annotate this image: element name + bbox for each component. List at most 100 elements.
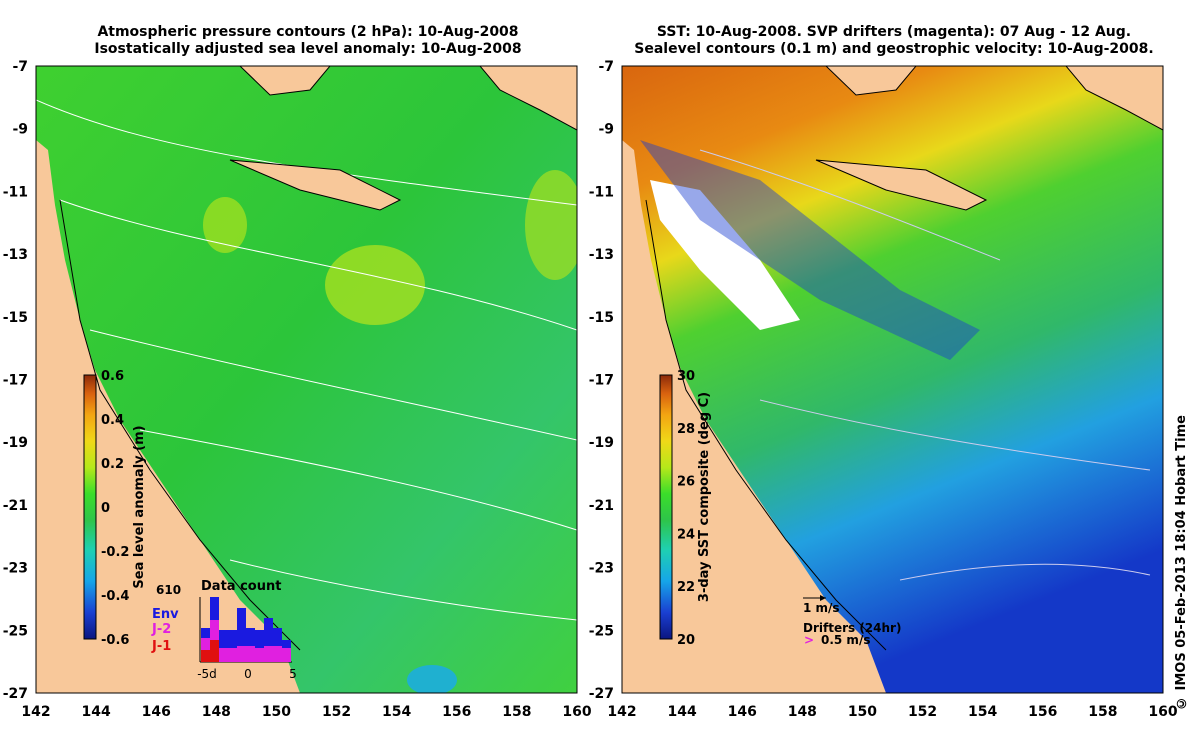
y-axis-tick-label: -17	[589, 373, 614, 389]
data-count-bar-env	[246, 628, 255, 662]
colorbar-tick-label: -0.2	[101, 545, 129, 560]
x-axis-tick-label: 146	[142, 704, 171, 720]
left-title: Atmospheric pressure contours (2 hPa): 1…	[36, 24, 580, 58]
data-count-bar-j2	[228, 648, 237, 662]
right-map-ocean	[622, 66, 1163, 693]
colorbar-tick-label: 0.2	[101, 457, 124, 472]
right-title-line1: SST: 10-Aug-2008. SVP drifters (magenta)…	[656, 24, 1132, 40]
colorbar-tick-label: -0.4	[101, 589, 129, 604]
x-axis-tick-label: 148	[788, 704, 817, 720]
right-colorbar-label: 3-day SST composite (deg C)	[697, 392, 712, 602]
x-axis-tick-label: 150	[848, 704, 877, 720]
left-map-high-anomaly	[325, 245, 425, 325]
left-map-ocean	[36, 66, 577, 693]
left-map-pressure-contour	[139, 429, 577, 531]
copyright-footer: © IMOS 05-Feb-2013 18:04 Hobart Time	[1174, 415, 1189, 710]
data-count-inset: Data count 610 Env	[151, 579, 297, 681]
drifter-key: Drifters (24hr) > 0.5 m/s	[803, 621, 901, 647]
velocity-key-arrowhead	[820, 595, 826, 601]
y-axis-tick-label: -7	[12, 59, 28, 75]
data-count-bar-j2	[264, 646, 273, 662]
x-axis-tick-label: 158	[502, 704, 531, 720]
y-axis-tick-label: -27	[3, 686, 28, 702]
colorbar-tick-label: 0.4	[101, 413, 124, 428]
colorbar-tick-label: 20	[677, 633, 695, 648]
left-map-land-mass	[239, 66, 331, 96]
y-axis-tick-label: -15	[3, 310, 28, 326]
left-map-pressure-contour	[229, 559, 577, 621]
data-count-x-tick: 0	[244, 667, 252, 681]
x-axis-tick-label: 152	[908, 704, 937, 720]
x-axis-tick-label: 148	[202, 704, 231, 720]
data-count-bars	[201, 597, 291, 662]
left-map	[36, 66, 577, 693]
data-count-bar-j2	[246, 646, 255, 662]
data-count-bar-j2	[282, 648, 291, 662]
x-axis-tick-label: 144	[667, 704, 696, 720]
data-count-bar-j2	[237, 646, 246, 662]
y-axis-tick-label: -11	[3, 184, 28, 200]
x-axis-tick-label: 156	[1028, 704, 1057, 720]
left-title-line1: Atmospheric pressure contours (2 hPa): 1…	[97, 24, 519, 40]
left-map-high-anomaly	[525, 170, 577, 280]
y-axis-tick-label: -19	[3, 435, 28, 451]
right-map-cool-band	[640, 140, 980, 360]
y-axis-tick-label: -27	[589, 686, 614, 702]
y-axis-tick-label: -13	[589, 247, 614, 263]
left-map-frame	[35, 65, 578, 694]
data-count-bar-env	[255, 630, 264, 662]
data-count-title: Data count	[201, 579, 281, 594]
data-count-bar-j2	[219, 648, 228, 662]
left-colorbar	[83, 374, 97, 640]
x-axis-tick-label: 150	[262, 704, 291, 720]
data-count-bar-env	[264, 618, 273, 662]
right-map-land-mass	[825, 66, 917, 96]
y-axis-tick-label: -25	[3, 623, 28, 639]
right-map	[622, 66, 1163, 693]
velocity-key-label: 1 m/s	[803, 601, 840, 615]
x-axis-tick-label: 142	[21, 704, 50, 720]
colorbar-tick-label: -0.6	[101, 633, 129, 648]
y-axis-tick-label: -15	[589, 310, 614, 326]
y-axis-tick-label: -7	[598, 59, 614, 75]
y-axis-tick-label: -9	[12, 122, 28, 138]
left-map-coastline	[59, 199, 301, 651]
x-axis-tick-label: 158	[1088, 704, 1117, 720]
right-map-coastline	[645, 199, 887, 651]
right-colorbar	[659, 374, 673, 640]
data-count-bar-env	[273, 628, 282, 662]
colorbar-tick-label: 30	[677, 369, 695, 384]
velocity-key: 1 m/s	[803, 595, 840, 615]
data-count-legend-env: Env	[152, 607, 179, 622]
x-axis-tick-label: 144	[81, 704, 110, 720]
right-title-line2: Sealevel contours (0.1 m) and geostrophi…	[634, 41, 1154, 57]
x-axis-tick-label: 156	[442, 704, 471, 720]
data-count-bar-j2	[201, 638, 210, 650]
data-count-bar-env	[237, 608, 246, 662]
right-map-sea-level-contour	[699, 149, 1001, 261]
y-axis-tick-label: -21	[3, 498, 28, 514]
y-axis-tick-label: -9	[598, 122, 614, 138]
x-axis-tick-label: 152	[322, 704, 351, 720]
axis-ticks: 142 144 146 148 150 152 154 156 158 160 -7 -9 -11 -13…	[3, 59, 1178, 720]
left-map-land-mass	[229, 159, 402, 211]
right-map-sea-level-contour	[899, 563, 1151, 581]
data-count-bar-env	[219, 630, 228, 662]
left-map-pressure-contour	[36, 99, 577, 206]
right-map-land-mass	[815, 159, 988, 211]
x-axis-tick-label: 154	[382, 704, 411, 720]
right-map-sea-level-contour	[759, 399, 1151, 471]
left-map-low-anomaly	[407, 665, 457, 693]
x-axis-tick-label: 154	[968, 704, 997, 720]
left-map-land-mass	[479, 66, 577, 131]
data-count-bar-j2	[210, 620, 219, 640]
drifter-key-speed: 0.5 m/s	[821, 633, 870, 647]
data-count-bar-j1	[210, 640, 219, 662]
colorbar-tick-label: 28	[677, 422, 695, 437]
data-count-legend-j1: J-1	[151, 639, 171, 654]
y-axis-tick-label: -13	[3, 247, 28, 263]
left-map-high-anomaly	[203, 197, 247, 253]
y-axis-tick-label: -19	[589, 435, 614, 451]
data-count-bar-env	[228, 630, 237, 662]
data-count-max-label: 610	[156, 583, 181, 597]
